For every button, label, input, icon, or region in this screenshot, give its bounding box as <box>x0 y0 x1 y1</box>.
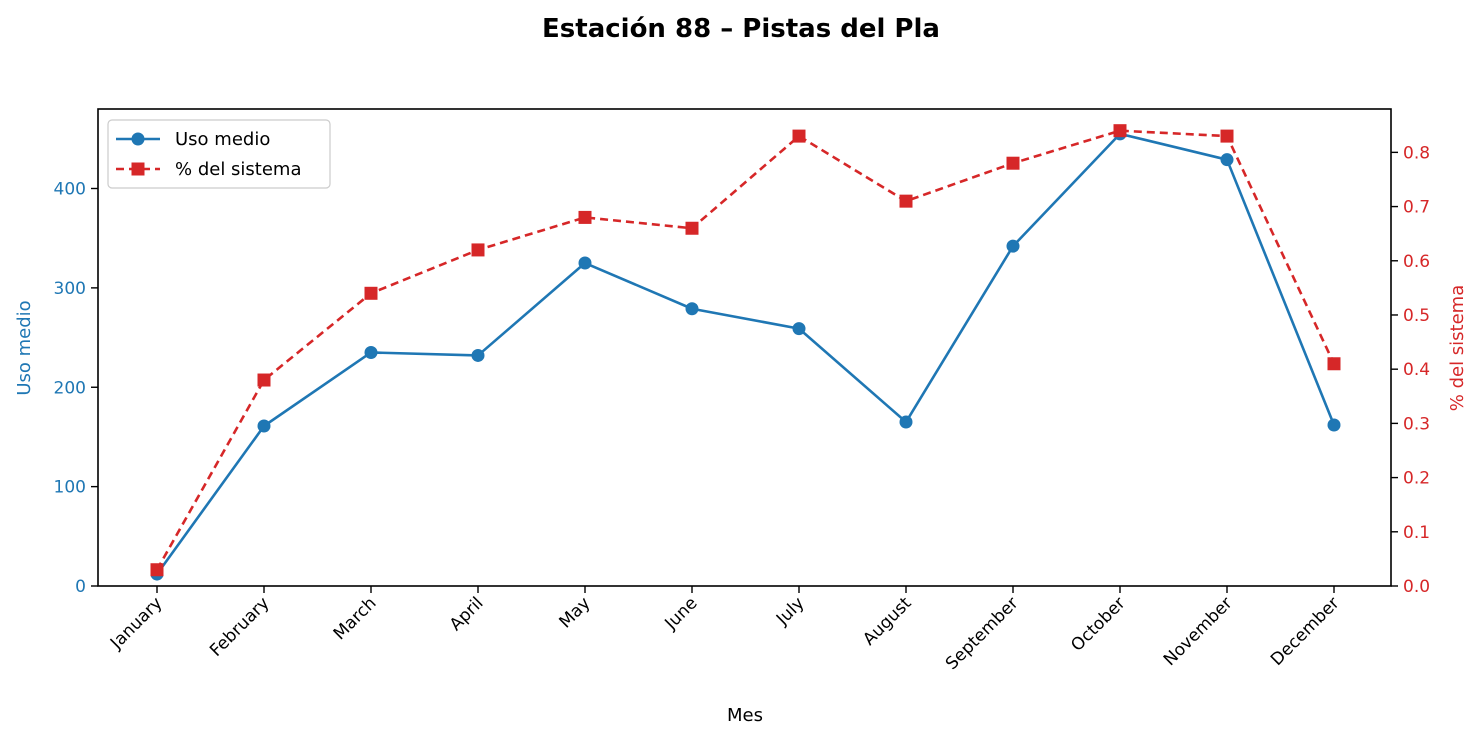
legend-marker <box>131 162 145 176</box>
y-right-tick-label: 0.8 <box>1403 143 1430 163</box>
x-tick-label: February <box>206 593 273 660</box>
legend-entry-uso-medio: Uso medio <box>116 129 270 150</box>
data-point-pct-sistema <box>899 194 913 208</box>
x-tick-label: January <box>106 593 166 653</box>
x-tick-label: June <box>661 593 702 634</box>
y-right-tick-label: 0.4 <box>1403 360 1430 380</box>
legend-label: % del sistema <box>175 159 302 180</box>
legend-box <box>107 119 331 189</box>
data-point-uso-medio <box>1220 153 1234 167</box>
legend-marker <box>131 132 145 146</box>
y-right-tick-label: 0.1 <box>1403 523 1430 543</box>
data-point-uso-medio <box>1006 239 1020 253</box>
data-point-uso-medio <box>364 345 378 359</box>
data-point-pct-sistema <box>1220 129 1234 143</box>
series-layer <box>150 124 1341 581</box>
data-point-pct-sistema <box>1327 357 1341 371</box>
y-left-tick-label: 0 <box>75 577 86 597</box>
chart-title: Estación 88 – Pistas del Pla <box>542 14 940 44</box>
data-point-pct-sistema <box>257 373 271 387</box>
data-point-pct-sistema <box>685 221 699 235</box>
plot-frame <box>97 108 1392 587</box>
data-point-uso-medio <box>792 322 806 336</box>
y-axis-right-label: % del sistema <box>1447 285 1468 412</box>
y-right-tick-label: 0.6 <box>1403 252 1430 272</box>
x-tick-label: March <box>330 593 381 644</box>
x-tick-label: November <box>1160 593 1237 670</box>
y-left-tick-label: 100 <box>54 478 86 498</box>
y-left-tick-label: 300 <box>54 279 86 299</box>
y-right-tick-label: 0.0 <box>1403 577 1430 597</box>
x-tick-label: July <box>772 593 808 629</box>
legend: Uso medio % del sistema <box>107 119 331 189</box>
y-right-tick-label: 0.7 <box>1403 198 1430 218</box>
x-tick-label: April <box>446 593 488 635</box>
data-point-uso-medio <box>578 256 592 270</box>
axes-layer: January February March April May June July Augu… <box>54 108 1430 674</box>
data-point-pct-sistema <box>578 210 592 224</box>
x-tick-label: September <box>942 593 1023 674</box>
y-axis-left-label: Uso medio <box>14 300 35 395</box>
series-line-uso-medio <box>155 132 1336 575</box>
data-point-uso-medio <box>685 302 699 316</box>
data-point-uso-medio <box>471 348 485 362</box>
series-line-pct-sistema <box>155 129 1336 571</box>
data-point-pct-sistema <box>792 129 806 143</box>
data-point-pct-sistema <box>471 243 485 257</box>
x-tick-label: October <box>1067 593 1129 655</box>
y-right-tick-label: 0.2 <box>1403 469 1430 489</box>
legend-entry-pct-sistema: % del sistema <box>116 159 302 180</box>
data-point-uso-medio <box>1327 418 1341 432</box>
x-axis-label: Mes <box>727 705 763 726</box>
x-tick-label: May <box>556 593 595 632</box>
y-left-tick-label: 200 <box>54 378 86 398</box>
series-uso-medio <box>150 127 1341 581</box>
data-point-pct-sistema <box>1113 124 1127 138</box>
series-pct-sistema <box>150 124 1341 577</box>
x-tick-label: December <box>1267 593 1343 669</box>
y-left-tick-label: 400 <box>54 180 86 200</box>
data-point-pct-sistema <box>150 563 164 577</box>
legend-label: Uso medio <box>175 129 270 150</box>
data-point-pct-sistema <box>1006 156 1020 170</box>
y-right-tick-label: 0.3 <box>1403 414 1430 434</box>
data-point-pct-sistema <box>364 286 378 300</box>
x-tick-label: August <box>859 593 915 649</box>
y-right-tick-label: 0.5 <box>1403 306 1430 326</box>
data-point-uso-medio <box>899 415 913 429</box>
data-point-uso-medio <box>257 419 271 433</box>
